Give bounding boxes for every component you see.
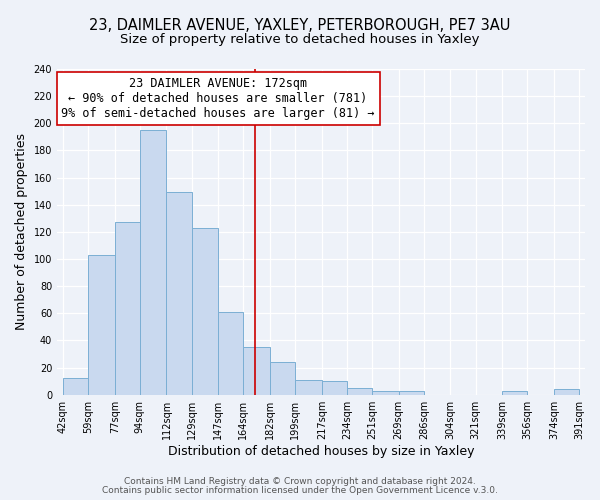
Bar bbox=[270, 362, 295, 394]
Bar bbox=[88, 255, 115, 394]
Text: Size of property relative to detached houses in Yaxley: Size of property relative to detached ho… bbox=[120, 32, 480, 46]
Bar bbox=[295, 380, 322, 394]
Text: Contains HM Land Registry data © Crown copyright and database right 2024.: Contains HM Land Registry data © Crown c… bbox=[124, 477, 476, 486]
Bar bbox=[347, 388, 372, 394]
Bar bbox=[140, 130, 166, 394]
Bar bbox=[218, 312, 244, 394]
Text: 23 DAIMLER AVENUE: 172sqm
← 90% of detached houses are smaller (781)
9% of semi-: 23 DAIMLER AVENUE: 172sqm ← 90% of detac… bbox=[61, 77, 375, 120]
Bar bbox=[398, 390, 424, 394]
Bar bbox=[502, 390, 527, 394]
Bar bbox=[166, 192, 191, 394]
X-axis label: Distribution of detached houses by size in Yaxley: Distribution of detached houses by size … bbox=[168, 444, 474, 458]
Bar bbox=[191, 228, 218, 394]
Text: 23, DAIMLER AVENUE, YAXLEY, PETERBOROUGH, PE7 3AU: 23, DAIMLER AVENUE, YAXLEY, PETERBOROUGH… bbox=[89, 18, 511, 32]
Bar bbox=[322, 381, 347, 394]
Bar bbox=[372, 390, 398, 394]
Bar bbox=[63, 378, 88, 394]
Text: Contains public sector information licensed under the Open Government Licence v.: Contains public sector information licen… bbox=[102, 486, 498, 495]
Bar bbox=[244, 347, 270, 395]
Y-axis label: Number of detached properties: Number of detached properties bbox=[15, 134, 28, 330]
Bar bbox=[554, 390, 579, 394]
Bar bbox=[115, 222, 140, 394]
